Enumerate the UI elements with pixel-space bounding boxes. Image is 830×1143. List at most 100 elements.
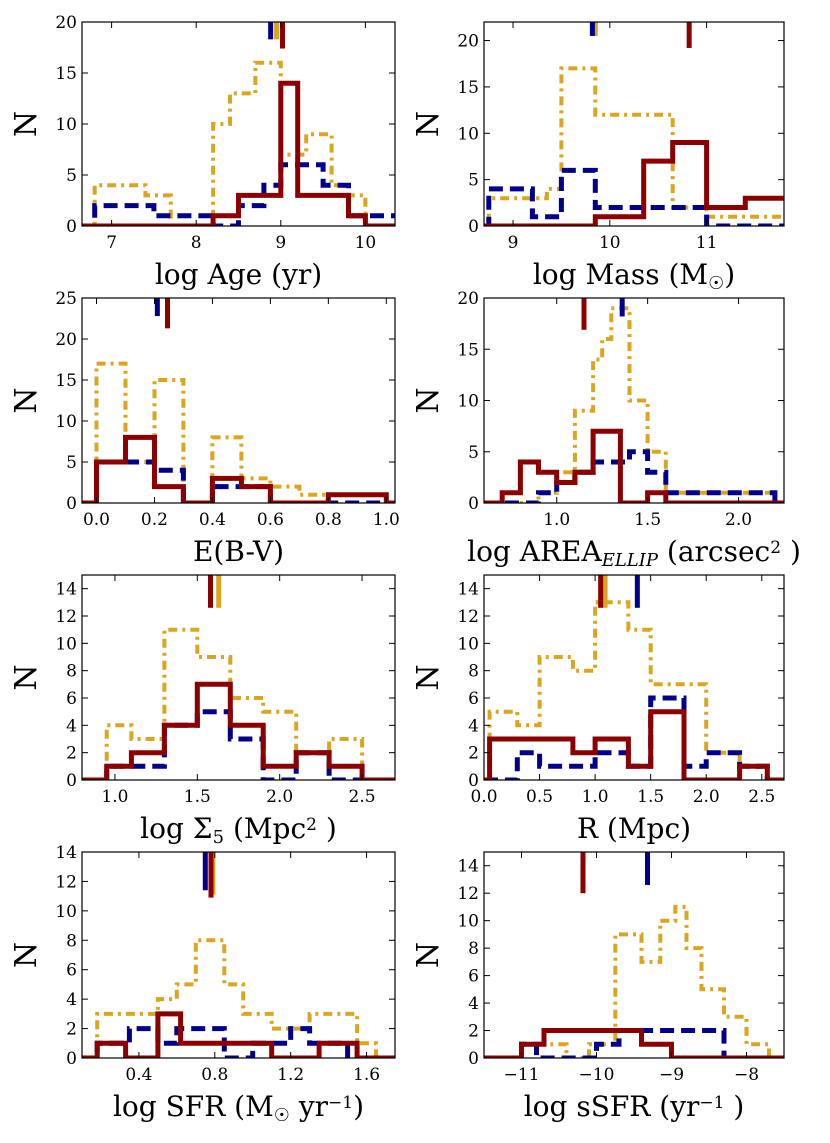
x-tick-label: 7 [106,233,117,253]
x-axis-label: log sSFR (yr−1 ) [524,1090,745,1123]
series-red-solid [484,1028,784,1058]
plot-area [484,575,784,780]
x-axis-label: E(B-V) [193,535,284,568]
x-tick-label: −10 [579,1065,615,1085]
x-axis-label: log AREAELLIP (arcsec2 ) [467,535,801,571]
y-tick-label: 2 [468,1022,479,1042]
x-tick-label: 2.5 [748,787,775,807]
axes-frame [483,21,785,227]
x-axis-label: log SFR (M☉ yr−1) [113,1090,364,1126]
series-gold-dashdot [82,361,395,503]
y-tick-label: 8 [468,939,479,959]
x-tick-label: 1.0 [582,787,609,807]
y-axis-label: N [411,387,446,413]
series-blue-dashed [82,709,395,780]
x-tick-label: 11 [696,233,718,253]
series-red-solid [82,1011,395,1058]
x-tick-label: 0.6 [257,510,284,530]
y-tick-label: 14 [55,843,77,863]
y-tick-label: 0 [66,217,77,237]
x-tick-label: 2.0 [693,787,720,807]
x-tick-label: 0.8 [201,1065,228,1085]
y-tick-label: 10 [55,902,77,922]
y-tick-label: 5 [66,166,77,186]
y-tick-label: 6 [66,961,77,981]
y-tick-label: 6 [66,689,77,709]
axes-frame [81,851,396,1059]
y-tick-label: 10 [55,412,77,432]
y-tick-label: 4 [468,994,479,1014]
series-gold-dashdot [484,66,784,226]
series-red-solid [82,80,395,226]
y-tick-label: 2 [66,1020,77,1040]
x-tick-label: 9 [508,233,519,253]
y-tick-label: 8 [66,931,77,951]
y-tick-label: 15 [55,64,77,84]
series-blue-dashed [484,449,784,503]
y-axis-label: N [9,664,44,690]
y-tick-label: 6 [468,967,479,987]
y-tick-label: 0 [66,494,77,514]
plot-area [484,22,784,226]
y-tick-label: 8 [66,662,77,682]
axes-frame [81,297,396,504]
y-tick-label: 6 [468,689,479,709]
y-tick-label: 10 [55,115,77,135]
series-red-solid [82,681,395,780]
y-tick-label: 4 [468,716,479,736]
x-tick-label: 8 [191,233,202,253]
x-tick-label: 0.5 [526,787,553,807]
y-tick-label: 0 [468,217,479,237]
plot-area [82,852,395,1058]
plot-area [82,22,395,226]
series-red-solid [484,709,784,780]
y-tick-label: 25 [55,289,77,309]
x-tick-label: 0.4 [125,1065,152,1085]
series-blue-dashed [484,167,784,226]
series-gold-dashdot [484,904,784,1058]
x-tick-label: 2.5 [349,787,376,807]
axes-frame [483,297,785,504]
y-tick-label: 0 [66,1049,77,1069]
y-axis-label: N [411,664,446,690]
y-axis-label: N [411,942,446,968]
axes-frame [81,574,396,781]
series-red-solid [484,428,784,503]
x-tick-label: 10 [599,233,621,253]
series-gold-dashdot [82,938,395,1058]
plot-area [82,575,395,780]
x-tick-label: 1.5 [634,510,661,530]
y-tick-label: 8 [468,662,479,682]
y-tick-label: 20 [457,32,479,52]
y-tick-label: 2 [66,744,77,764]
x-axis-label: log Mass (M☉) [533,258,735,294]
y-tick-label: 15 [55,371,77,391]
series-red-solid [82,434,395,503]
x-tick-label: −11 [504,1065,540,1085]
y-tick-label: 14 [55,580,77,600]
y-tick-label: 12 [55,872,77,892]
y-tick-label: 20 [457,289,479,309]
x-axis-label: log Age (yr) [155,258,322,291]
y-tick-label: 5 [468,443,479,463]
plot-area [484,852,784,1058]
x-tick-label: 1.5 [637,787,664,807]
y-tick-label: 10 [457,392,479,412]
y-tick-label: 5 [468,171,479,191]
x-tick-label: 1.0 [101,787,128,807]
y-tick-label: 12 [457,884,479,904]
y-tick-label: 0 [66,771,77,791]
x-tick-label: 1.5 [184,787,211,807]
y-tick-label: 20 [55,13,77,33]
y-tick-label: 10 [55,634,77,654]
x-axis-label: log Σ5 (Mpc2 ) [140,812,337,848]
axes-frame [483,851,785,1059]
y-tick-label: 14 [457,580,479,600]
y-tick-label: 14 [457,857,479,877]
y-tick-label: 15 [457,340,479,360]
